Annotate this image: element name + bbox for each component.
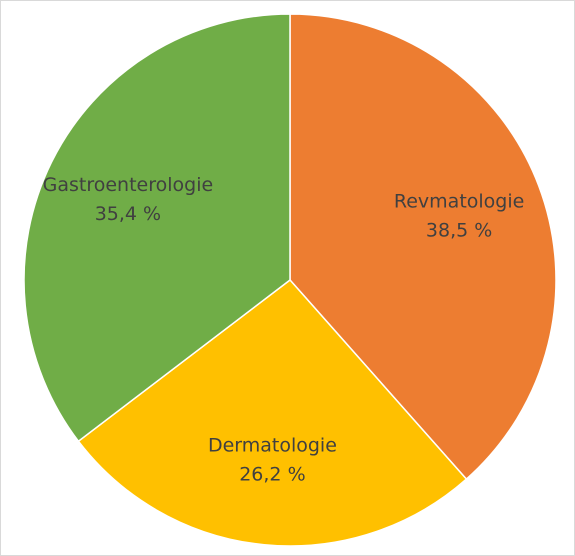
pie-slice (77, 278, 468, 547)
slice-value-label: 26,2 % (239, 464, 305, 486)
pie-slice (23, 13, 291, 443)
slice-value-label: 35,4 % (95, 203, 161, 225)
slice-label: Dermatologie (208, 435, 337, 457)
slice-label: Gastroenterologie (43, 174, 214, 196)
slice-label: Revmatologie (394, 190, 524, 212)
pie-slice (289, 13, 557, 481)
slice-value-label: 38,5 % (426, 219, 492, 241)
